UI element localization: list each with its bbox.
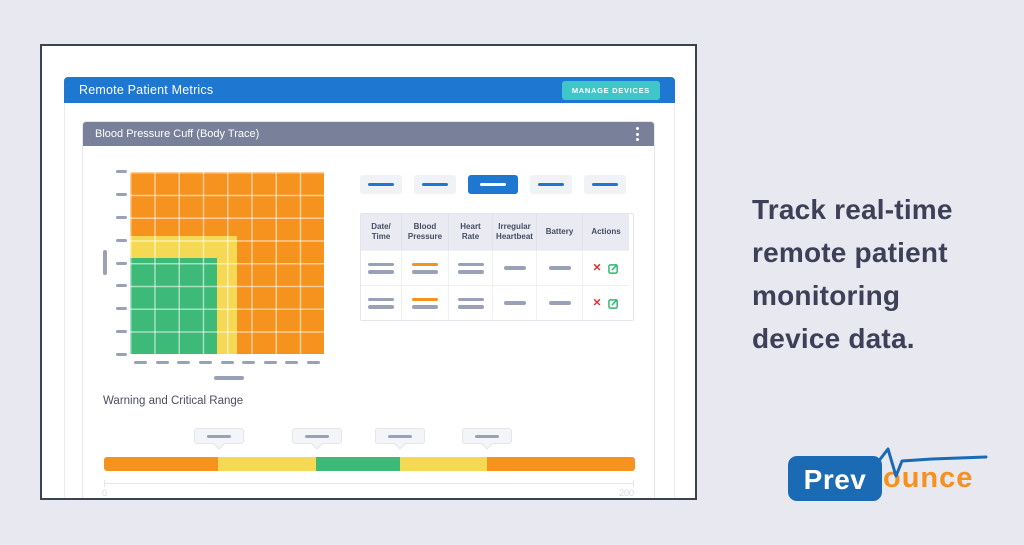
range-segment-critical (486, 457, 635, 471)
device-card-title: Blood Pressure Cuff (Body Trace) (95, 128, 260, 140)
range-handle-tooltip[interactable] (462, 428, 512, 450)
range-segment-normal (316, 457, 400, 471)
axis-max-label: 200 (618, 488, 634, 498)
col-blood-pressure: Blood Pressure (402, 214, 449, 250)
edit-icon[interactable] (608, 263, 619, 274)
tab-5[interactable] (584, 175, 626, 194)
range-handle-tooltip[interactable] (375, 428, 425, 450)
range-handle-tooltip[interactable] (292, 428, 342, 450)
marketing-headline: Track real-time remote patient monitorin… (752, 194, 953, 354)
app-screenshot-card: Remote Patient Metrics MANAGE DEVICES Bl… (40, 44, 697, 500)
metric-tabs (360, 175, 626, 194)
bp-range-chart (130, 172, 324, 354)
manage-devices-button[interactable]: MANAGE DEVICES (561, 80, 660, 100)
delete-icon[interactable]: ✕ (592, 261, 602, 274)
ekg-heartbeat-icon (836, 447, 988, 478)
col-irregular-heartbeat: Irregular Heartbeat (493, 214, 537, 250)
kebab-menu-icon[interactable] (633, 124, 642, 144)
tab-4[interactable] (530, 175, 572, 194)
app-title: Remote Patient Metrics (79, 83, 214, 97)
prevounce-logo: Prev ounce (786, 447, 996, 506)
table-row: ✕ (361, 285, 633, 320)
range-section-title: Warning and Critical Range (103, 395, 244, 407)
edit-icon[interactable] (608, 298, 619, 309)
tab-2[interactable] (414, 175, 456, 194)
table-row: ✕ (361, 250, 633, 285)
tab-1[interactable] (360, 175, 402, 194)
col-actions: Actions (583, 214, 629, 250)
axis-min-label: 0 (102, 488, 108, 498)
range-segment-critical (104, 457, 219, 471)
tab-3-active[interactable] (468, 175, 518, 194)
table-header-row: Date/ Time Blood Pressure Heart Rate Irr… (361, 214, 633, 250)
col-heart-rate: Heart Rate (449, 214, 493, 250)
device-card-header: Blood Pressure Cuff (Body Trace) (83, 122, 654, 146)
x-axis-ticks (134, 361, 320, 364)
delete-icon[interactable]: ✕ (592, 296, 602, 309)
readings-table: Date/ Time Blood Pressure Heart Rate Irr… (360, 213, 634, 321)
range-slider-bar[interactable] (104, 457, 635, 471)
normal-zone (130, 257, 218, 354)
col-battery: Battery (537, 214, 583, 250)
range-segment-warning (399, 457, 487, 471)
y-axis-ticks (116, 170, 128, 356)
range-axis (104, 480, 634, 487)
y-axis-label-placeholder (103, 250, 107, 275)
col-date-time: Date/ Time (361, 214, 402, 250)
x-axis-label-placeholder (214, 376, 244, 380)
range-handle-tooltip[interactable] (194, 428, 244, 450)
app-header: Remote Patient Metrics MANAGE DEVICES (64, 77, 675, 103)
range-segment-warning (218, 457, 317, 471)
